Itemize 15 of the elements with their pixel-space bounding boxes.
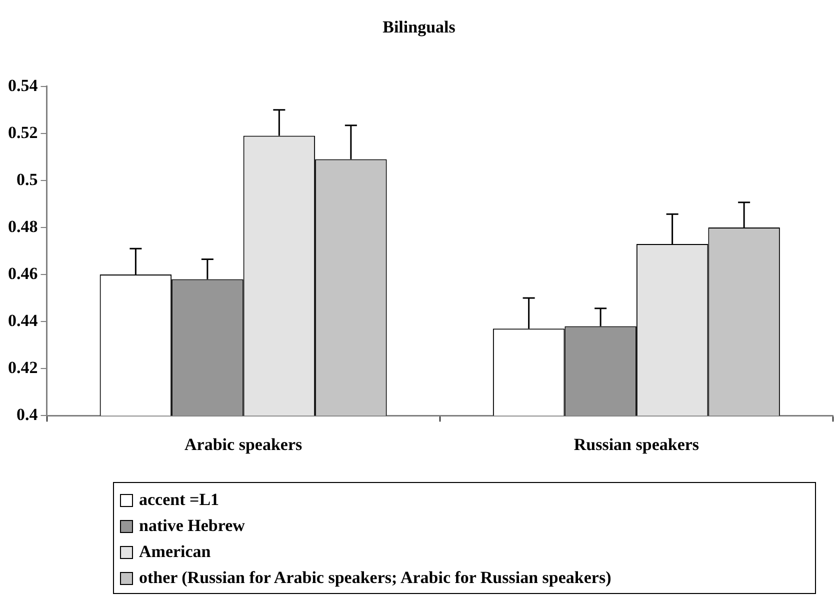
y-tick-label: 0.46	[8, 264, 38, 283]
y-tick-label: 0.4	[16, 404, 38, 424]
y-tick-label: 0.5	[16, 170, 38, 189]
x-tick-label: Arabic speakers	[184, 435, 302, 454]
y-tick-label: 0.54	[8, 76, 38, 95]
series-label: accent =L1	[139, 490, 220, 510]
legend-label: American	[139, 542, 211, 562]
y-tick-label: 0.52	[8, 122, 38, 142]
chart-title: Bilinguals	[382, 18, 456, 37]
y-tick-label: 0.48	[8, 216, 38, 236]
y-tick-label: 0.44	[8, 310, 38, 330]
x-tick-label: Russian speakers	[574, 435, 700, 454]
legend-label: native Hebrew	[139, 516, 245, 536]
y-tick-label: 0.42	[8, 358, 38, 377]
legend-label: other (Russian for Arabic speakers; Arabic for Russian speakers)	[139, 568, 612, 588]
